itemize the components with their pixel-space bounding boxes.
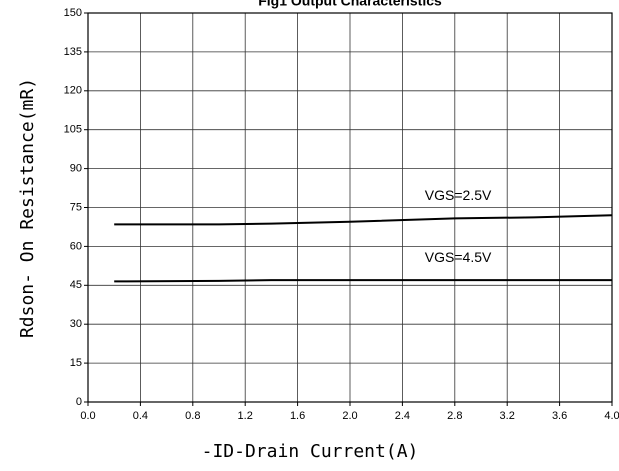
y-tick-label: 120 (64, 85, 82, 97)
y-tick-label: 135 (64, 46, 82, 58)
series-line (114, 214, 613, 226)
x-tick-label: 2.0 (342, 410, 357, 422)
x-tick-label: 1.2 (238, 410, 253, 422)
x-tick-label: 2.4 (395, 410, 410, 422)
y-tick-label: 0 (76, 396, 82, 408)
x-tick-label: 2.8 (447, 410, 462, 422)
y-tick-label: 75 (70, 201, 82, 213)
series-line (114, 279, 612, 283)
y-tick-label: 90 (70, 163, 82, 175)
y-axis-label: Rdson- On Resistance(mR) (17, 78, 38, 338)
x-tick-label: 0.4 (133, 410, 148, 422)
plot-frame (87, 12, 613, 403)
series-label: VGS=2.5V (425, 187, 492, 203)
x-tick-label: 3.2 (500, 410, 515, 422)
x-axis-label: -ID-Drain Current(A) (202, 441, 419, 462)
chart-title: Fig1 Output Characteristics (258, 0, 442, 9)
x-tick-label: 0.8 (185, 410, 200, 422)
y-tick-label: 45 (70, 279, 82, 291)
x-tick-label: 4.0 (604, 410, 619, 422)
y-tick-label: 150 (64, 7, 82, 19)
y-tick-label: 15 (70, 357, 82, 369)
x-tick-label: 3.6 (552, 410, 567, 422)
series-label: VGS=4.5V (425, 249, 492, 265)
x-tick-label: 0.0 (80, 410, 95, 422)
y-tick-label: 60 (70, 240, 82, 252)
x-tick-label: 1.6 (290, 410, 305, 422)
y-tick-label: 105 (64, 124, 82, 136)
y-tick-label: 30 (70, 318, 82, 330)
